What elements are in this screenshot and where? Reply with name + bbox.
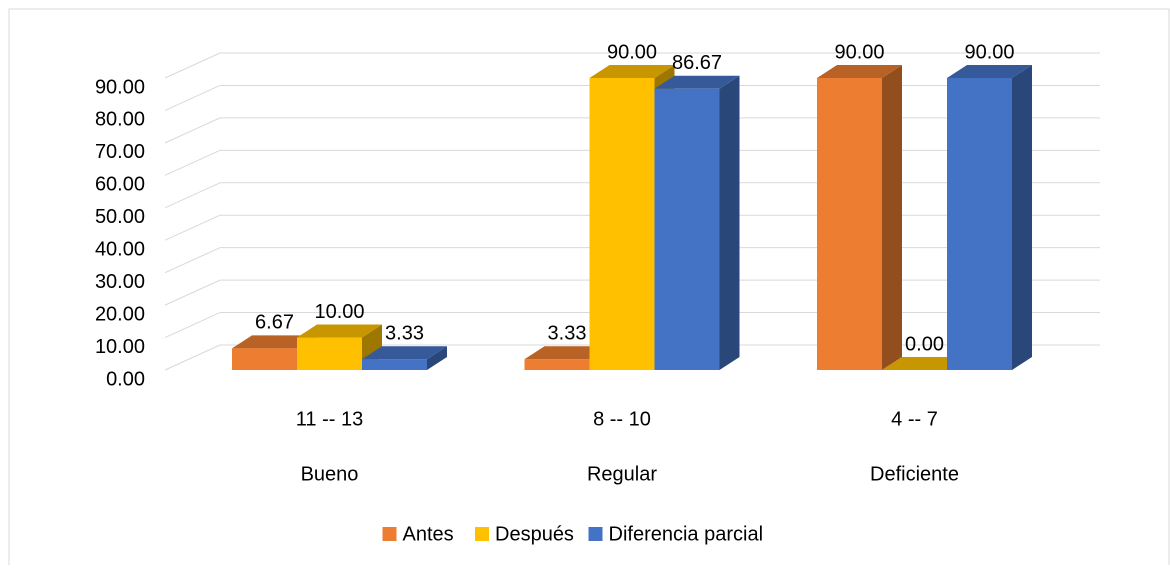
x-tick-label: 11 -- 13	[296, 408, 363, 430]
bar-top	[297, 324, 382, 338]
grid-line-side	[164, 117, 221, 144]
bar	[817, 78, 882, 370]
legend-label: Después	[495, 523, 574, 545]
x-tick-label: 4 -- 7	[891, 408, 938, 430]
legend-swatch	[588, 527, 603, 541]
bar-top	[654, 75, 740, 89]
bar-top	[817, 65, 902, 78]
bar	[654, 88, 720, 370]
grid-line-side	[164, 247, 221, 274]
value-label: 90.00	[964, 41, 1014, 63]
legend-label: Diferencia parcial	[609, 523, 764, 545]
bar-top	[882, 357, 967, 370]
y-tick-label: 40.00	[95, 239, 145, 261]
y-tick-label: 0.00	[106, 368, 145, 390]
legend-swatch	[382, 527, 397, 541]
grid-line-side	[164, 312, 221, 339]
value-label: 0.00	[905, 333, 944, 355]
y-tick-label: 60.00	[95, 174, 145, 196]
bar-side	[1012, 65, 1032, 370]
bar-side	[882, 65, 902, 370]
grid-line-side	[164, 52, 221, 79]
y-tick-label: 10.00	[95, 336, 145, 358]
value-label: 6.67	[255, 312, 294, 334]
y-tick-label: 70.00	[95, 141, 145, 163]
grid-line-side	[164, 84, 221, 111]
value-label: 3.33	[548, 322, 587, 344]
value-label: 90.00	[834, 41, 884, 63]
x-group-label: Bueno	[301, 463, 359, 485]
bar	[947, 78, 1012, 370]
bar-top	[589, 65, 675, 78]
grid-line-side	[164, 344, 221, 371]
bar	[232, 348, 297, 370]
bar-top	[524, 346, 610, 360]
bar-side	[719, 75, 740, 370]
bar	[297, 337, 362, 370]
x-group-label: Regular	[587, 463, 657, 485]
bar-top	[362, 346, 447, 360]
x-tick-label: 8 -- 10	[593, 408, 651, 430]
legend-label: Antes	[403, 523, 454, 545]
y-tick-label: 50.00	[95, 206, 145, 228]
bar-top	[947, 65, 1032, 78]
y-tick-label: 30.00	[95, 271, 145, 293]
y-tick-label: 20.00	[95, 303, 145, 325]
grid-line-side	[164, 279, 221, 306]
legend-swatch	[475, 527, 489, 541]
bar-top	[232, 335, 317, 349]
y-tick-label: 80.00	[95, 109, 145, 131]
grid-line-side	[164, 214, 221, 241]
bar-side	[427, 346, 447, 370]
value-label: 90.00	[607, 41, 657, 63]
grid-line-side	[164, 149, 221, 176]
value-label: 3.33	[385, 322, 424, 344]
grid-line-side	[164, 182, 221, 209]
bar	[524, 359, 590, 370]
y-tick-label: 90.00	[95, 76, 145, 98]
value-label: 10.00	[314, 301, 364, 323]
bar	[589, 78, 655, 370]
bar	[362, 359, 427, 370]
value-label: 86.67	[672, 52, 722, 74]
x-group-label: Deficiente	[870, 463, 959, 485]
